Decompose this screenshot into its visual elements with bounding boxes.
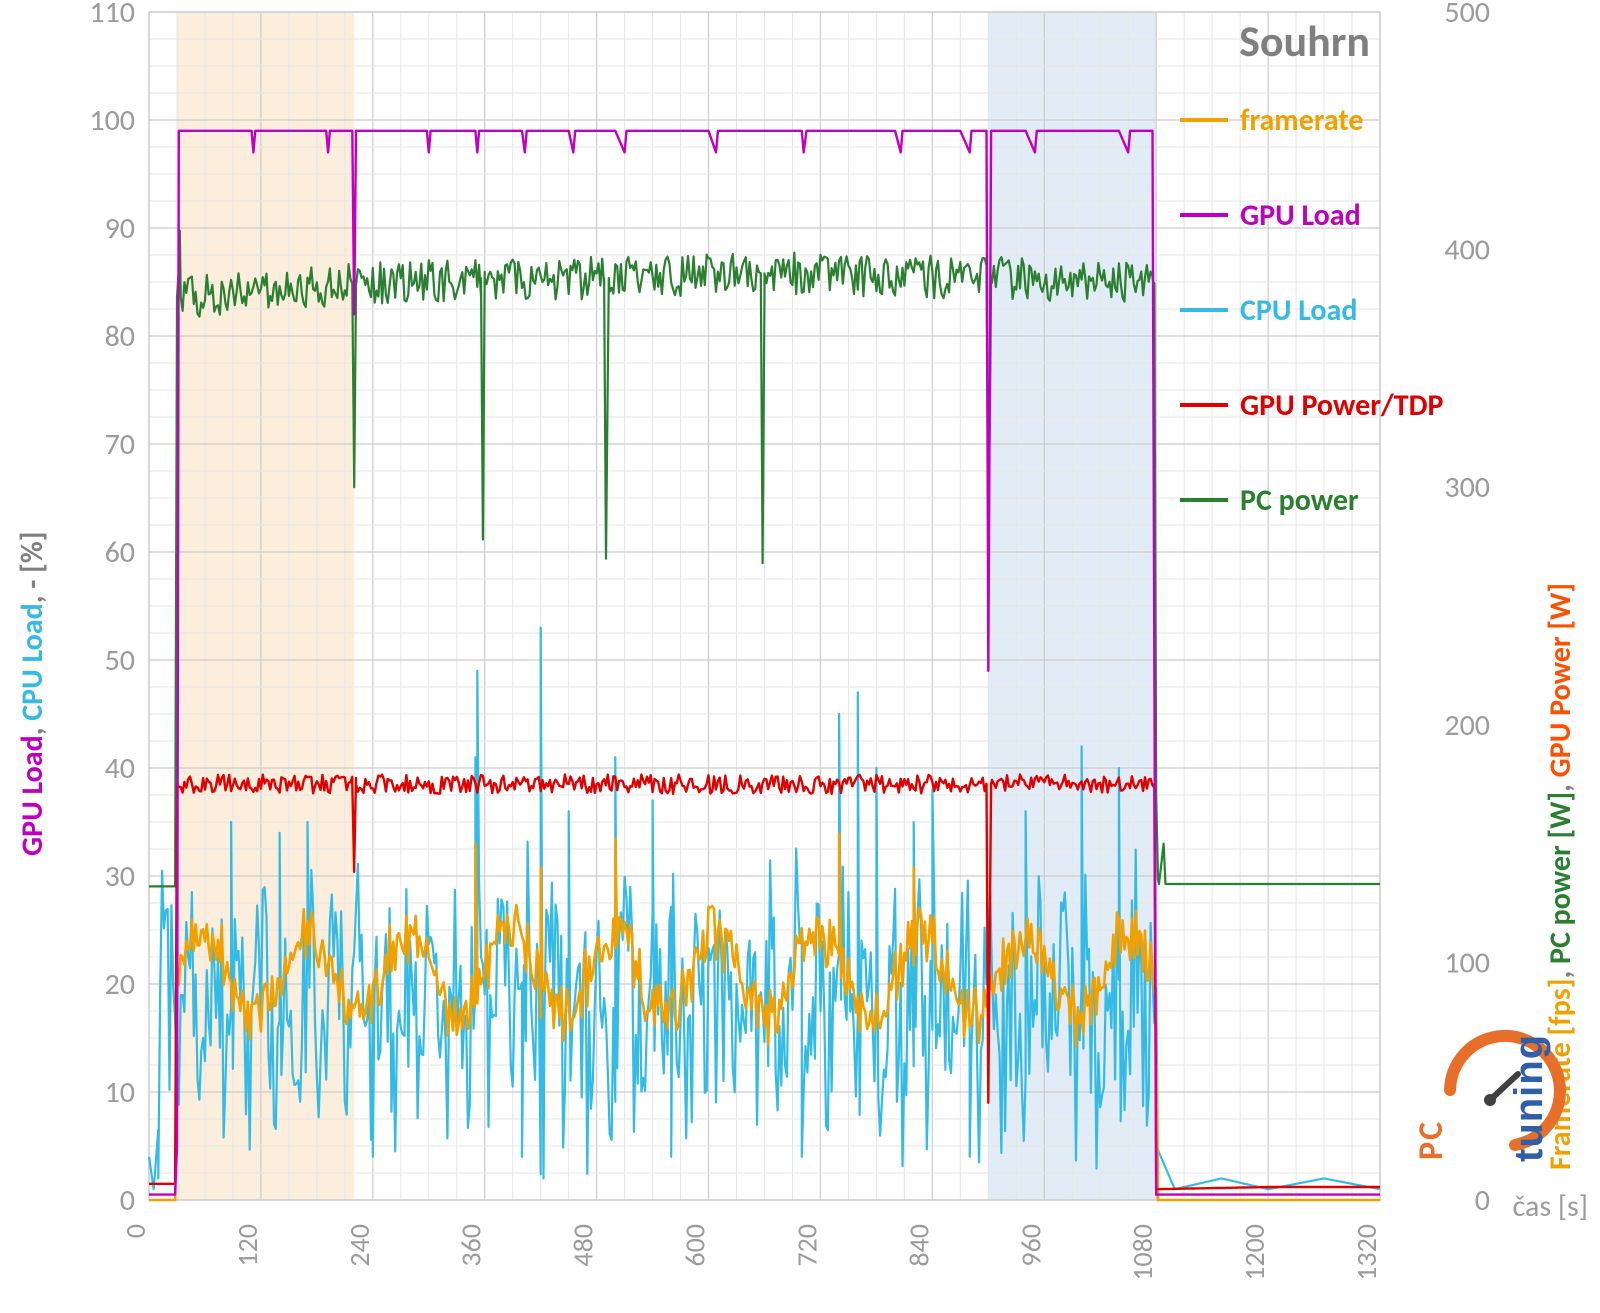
legend-label: CPU Load (1240, 292, 1357, 329)
y-left-tick-label: 10 (105, 1074, 135, 1111)
y-right-tick-label: 200 (1444, 707, 1490, 744)
x-tick-label: 1320 (1349, 1224, 1384, 1281)
y-left-tick-label: 90 (105, 210, 135, 247)
y-left-axis-label: GPU Load, CPU Load, - [%] (14, 531, 51, 856)
x-tick-label: 840 (901, 1224, 936, 1267)
x-tick-label: 0 (118, 1224, 153, 1238)
y-right-tick-label: 300 (1444, 469, 1490, 506)
x-axis: 0 120 240 360 480 600 720 840 960 1080 1200 1320 (118, 1224, 1384, 1281)
x-tick-label: 240 (342, 1224, 377, 1267)
y-left-tick-label: 20 (105, 966, 135, 1003)
y-right-tick-label: 100 (1444, 944, 1490, 981)
x-axis-label: čas [s] (1513, 1188, 1588, 1225)
y-right-tick-label: 400 (1444, 232, 1490, 269)
chart-root: 0 10 20 30 40 50 60 70 80 90 100 110 0 100 200 300 400 50… (0, 0, 1600, 1313)
svg-text:tuning: tuning (1507, 1034, 1551, 1162)
y-left-axis: 0 10 20 30 40 50 60 70 80 90 100 110 (89, 0, 135, 1219)
x-tick-label: 120 (230, 1224, 265, 1267)
y-left-tick-label: 30 (105, 858, 135, 895)
x-tick-label: 480 (566, 1224, 601, 1267)
x-tick-label: 600 (678, 1224, 713, 1267)
y-left-tick-label: 0 (120, 1182, 135, 1219)
x-tick-label: 960 (1013, 1224, 1048, 1267)
svg-text:PC: PC (1411, 1120, 1452, 1160)
x-tick-label: 360 (454, 1224, 489, 1267)
legend-label: GPU Load (1240, 197, 1361, 234)
x-tick-label: 1080 (1125, 1224, 1160, 1281)
y-left-tick-label: 110 (89, 0, 135, 31)
legend: framerate GPU Load CPU Load GPU Power/TDP PC… (1180, 102, 1444, 519)
legend-label: PC power (1240, 482, 1359, 519)
watermark-pctuning-logo: PC tuning (1411, 1034, 1560, 1162)
y-right-tick-label: 500 (1444, 0, 1490, 31)
y-left-tick-label: 70 (105, 426, 135, 463)
y-left-tick-label: 50 (105, 642, 135, 679)
legend-label: framerate (1240, 102, 1364, 139)
x-tick-label: 1200 (1237, 1224, 1272, 1281)
chart-title: Souhrn (1239, 14, 1370, 68)
y-left-tick-label: 40 (105, 750, 135, 787)
x-tick-label: 720 (789, 1224, 824, 1267)
y-left-tick-label: 100 (89, 102, 135, 139)
y-left-tick-label: 80 (105, 318, 135, 355)
y-right-tick-label: 0 (1475, 1182, 1490, 1219)
y-left-tick-label: 60 (105, 534, 135, 571)
legend-label: GPU Power/TDP (1240, 387, 1444, 424)
